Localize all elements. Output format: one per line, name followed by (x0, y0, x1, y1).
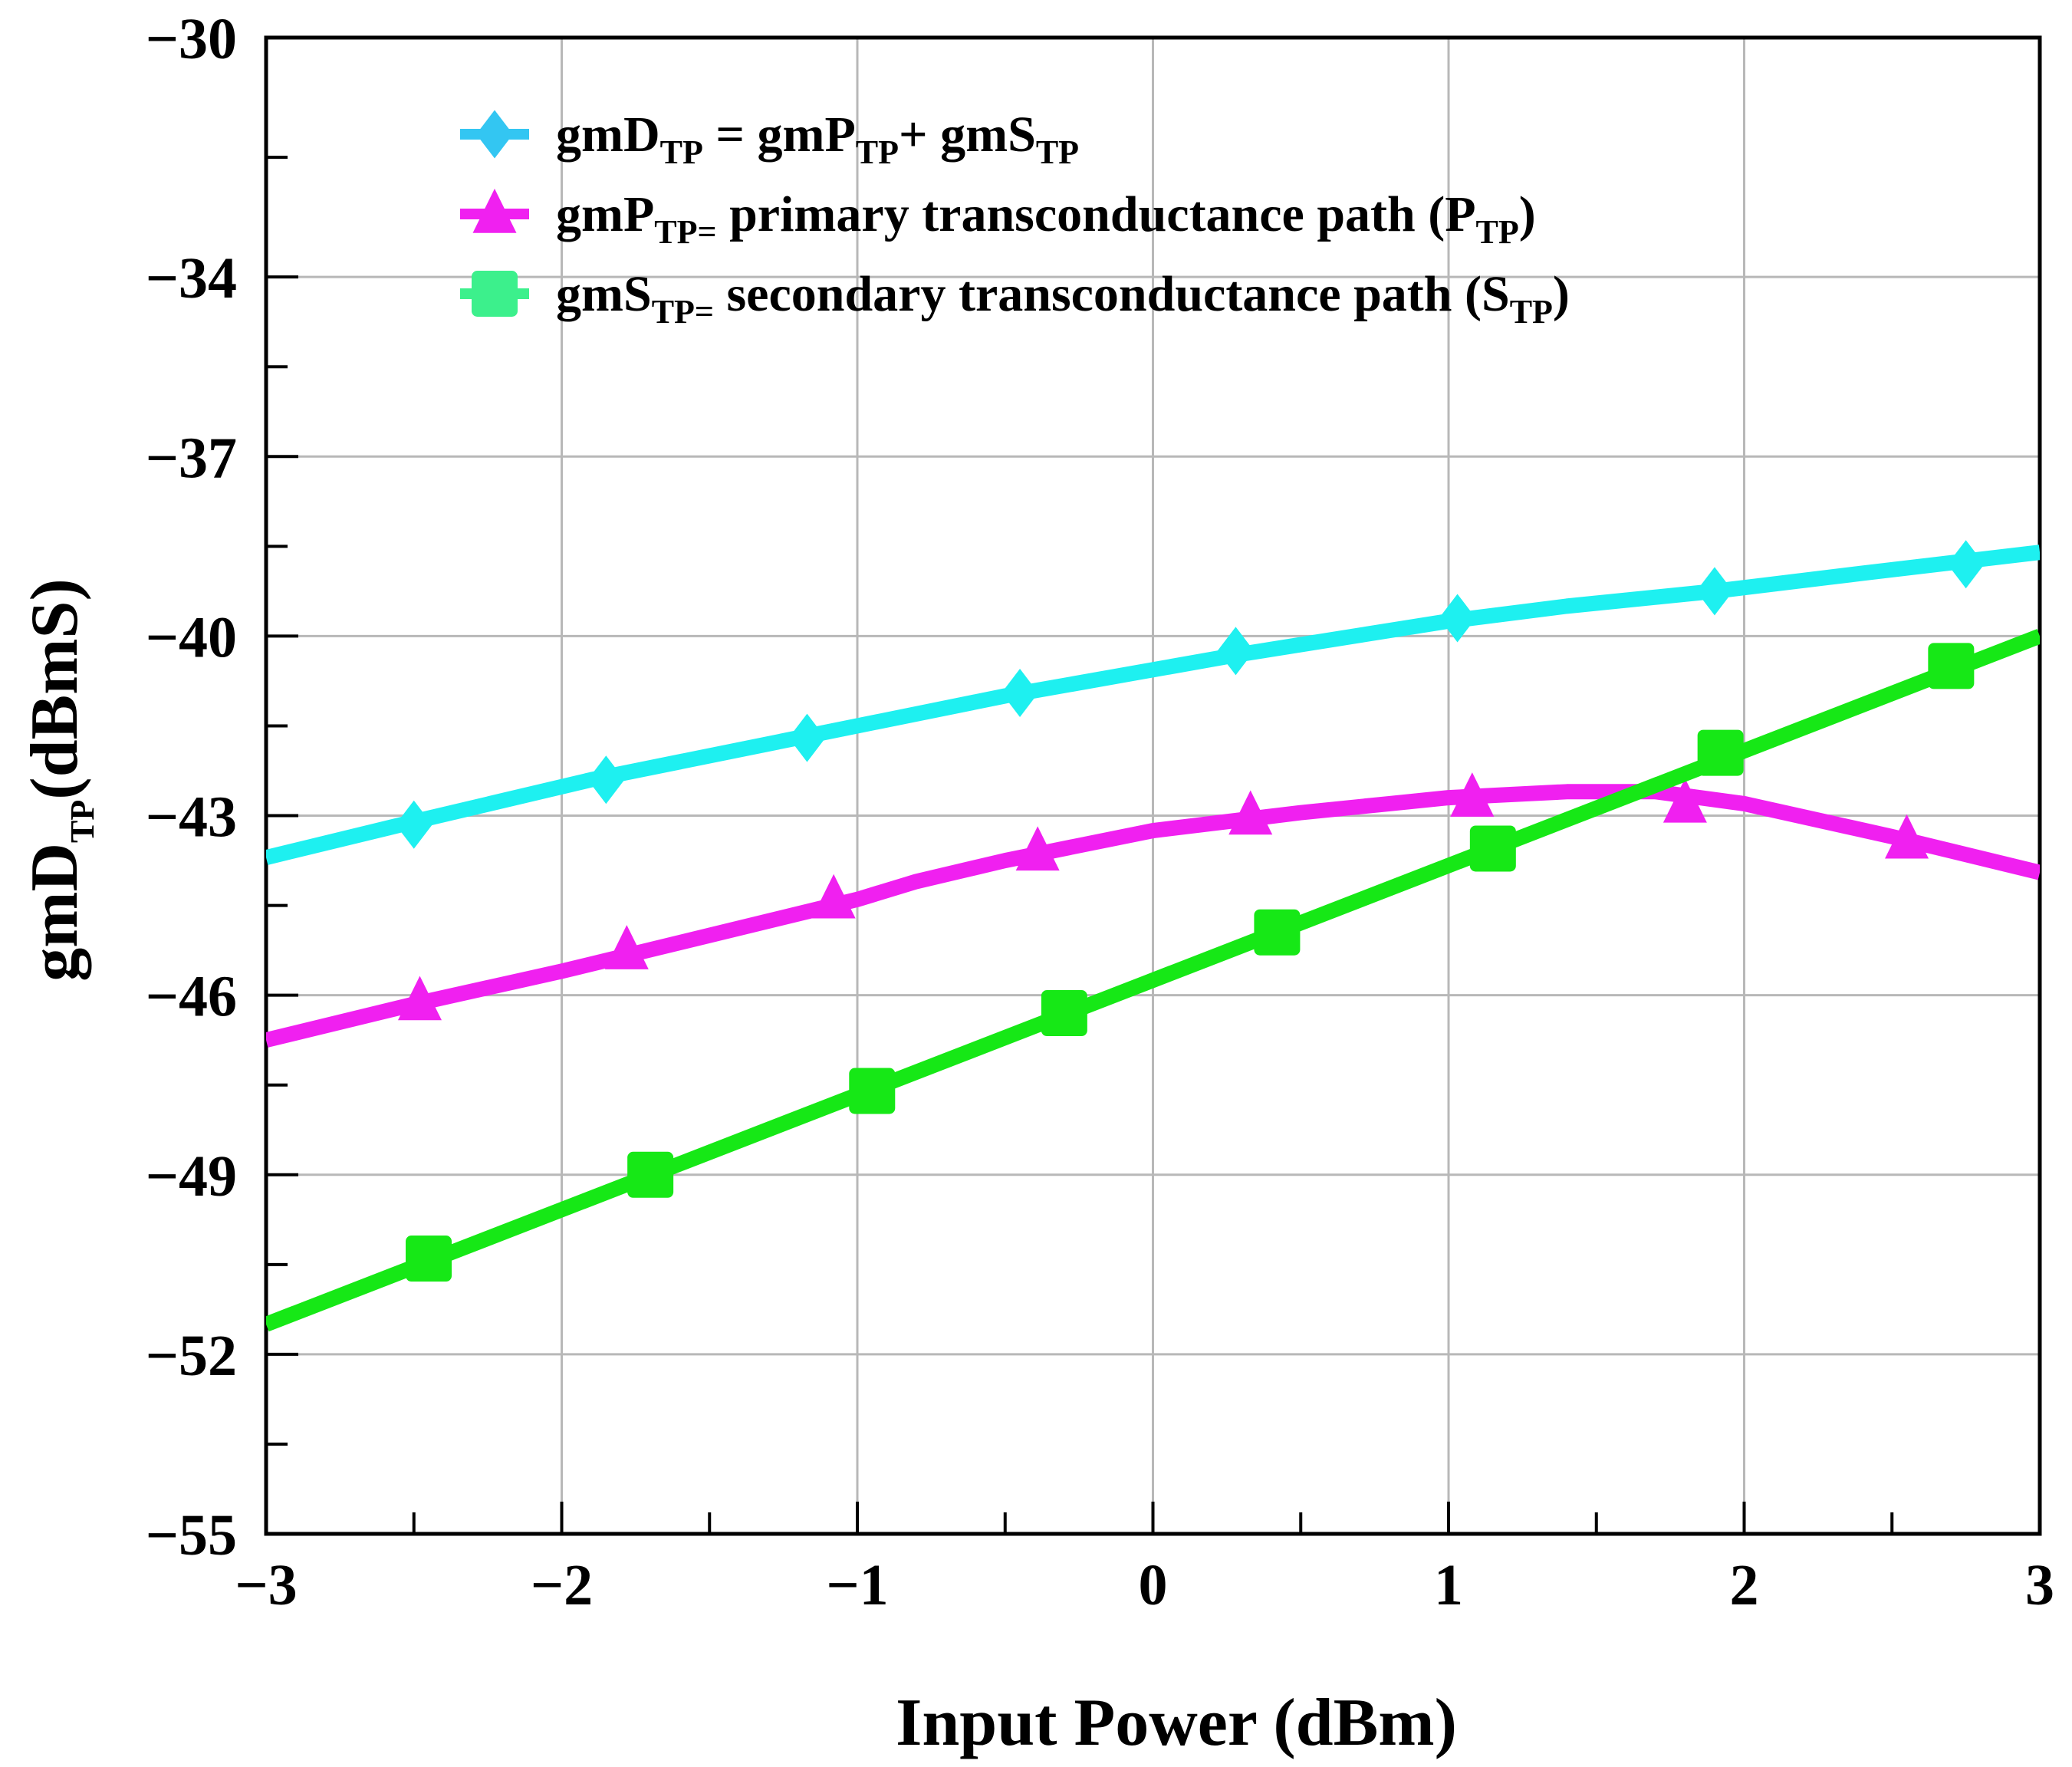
legend-entry-gmP_TP: gmPTP= primary transconductance path (PT… (460, 186, 1536, 251)
data-point-gmP_TP (604, 925, 649, 969)
y-tick-label: −46 (146, 965, 237, 1029)
x-tick-label: −2 (531, 1553, 593, 1617)
data-point-gmD_TP (788, 713, 826, 762)
x-tick-label: 0 (1139, 1553, 1168, 1617)
data-point-gmD_TP (395, 800, 432, 849)
x-tick-label: −1 (826, 1553, 888, 1617)
legend: gmDTP = gmPTP+ gmSTP gmPTP= primary trans… (460, 107, 1570, 331)
data-point-gmP_TP (397, 976, 442, 1021)
legend-label-gmP_TP: gmPTP= primary transconductance path (PT… (556, 186, 1536, 251)
y-axis-title-sub: TP (64, 800, 101, 843)
data-point-gmS_TP (1254, 909, 1301, 956)
legend-entry-gmS_TP: gmSTP= secondary transconductance path (… (460, 266, 1570, 331)
y-tick-label: −55 (146, 1503, 237, 1568)
y-axis-title-tail: (dBmS) (18, 578, 92, 800)
legend-marker-gmS_TP (472, 271, 518, 317)
y-tick-label: −37 (146, 426, 237, 490)
data-point-gmP_TP (1228, 790, 1273, 835)
series-gmS_TP (266, 629, 2040, 1332)
series-gmD_TP (266, 540, 2040, 865)
data-point-gmS_TP (849, 1068, 896, 1114)
axes-layer: −3 −2 −1 0 1 2 3 −30 −34 −37 −40 −43 −46 −49 −52 −55 (146, 7, 2054, 1617)
data-point-gmD_TP (1001, 669, 1039, 718)
y-axis-title-main: gmD (18, 843, 92, 982)
data-point-gmD_TP (1439, 594, 1476, 643)
y-axis-title: gmDTP(dBmS) (18, 578, 101, 982)
legend-label-gmS_TP: gmSTP= secondary transconductance path (… (556, 266, 1570, 331)
data-point-gmP_TP (811, 874, 856, 919)
x-axis-title: Input Power (dBm) (896, 1686, 1457, 1760)
y-tick-label: −52 (146, 1324, 237, 1388)
series-gmP_TP (266, 772, 2040, 1048)
data-point-gmS_TP (1928, 643, 1975, 689)
data-point-gmS_TP (1697, 729, 1744, 776)
y-tick-label: −49 (146, 1144, 237, 1209)
series-layer (266, 540, 2040, 1332)
data-point-gmS_TP (627, 1151, 674, 1198)
y-tick-label: −40 (146, 605, 237, 670)
legend-marker-gmD_TP (476, 110, 513, 159)
data-point-gmD_TP (1695, 567, 1733, 616)
x-tick-label: 2 (1730, 1553, 1759, 1617)
data-point-gmP_TP (1885, 814, 1929, 859)
labels-layer: Input Power (dBm) gmDTP(dBmS) (18, 578, 1457, 1760)
series-line-gmS_TP (266, 629, 2040, 1332)
y-tick-label: −34 (146, 246, 237, 311)
legend-marker-gmP_TP (472, 189, 517, 233)
data-point-gmP_TP (1663, 778, 1707, 823)
data-point-gmD_TP (587, 755, 625, 805)
data-point-gmS_TP (1469, 825, 1516, 872)
data-point-gmS_TP (406, 1236, 452, 1282)
grid-layer (266, 38, 2040, 1534)
data-point-gmP_TP (1450, 772, 1495, 817)
y-tick-label: −30 (146, 7, 237, 71)
y-tick-label: −43 (146, 785, 237, 850)
legend-entry-gmD_TP: gmDTP = gmPTP+ gmSTP (460, 107, 1079, 171)
x-tick-label: 1 (1434, 1553, 1463, 1617)
data-point-gmD_TP (1217, 627, 1255, 676)
data-point-gmD_TP (1947, 540, 1985, 589)
data-point-gmP_TP (1015, 826, 1060, 871)
legend-label-gmD_TP: gmDTP = gmPTP+ gmSTP (556, 107, 1079, 171)
data-point-gmS_TP (1041, 990, 1087, 1037)
x-tick-label: 3 (2025, 1553, 2054, 1617)
x-tick-label: −3 (235, 1553, 297, 1617)
